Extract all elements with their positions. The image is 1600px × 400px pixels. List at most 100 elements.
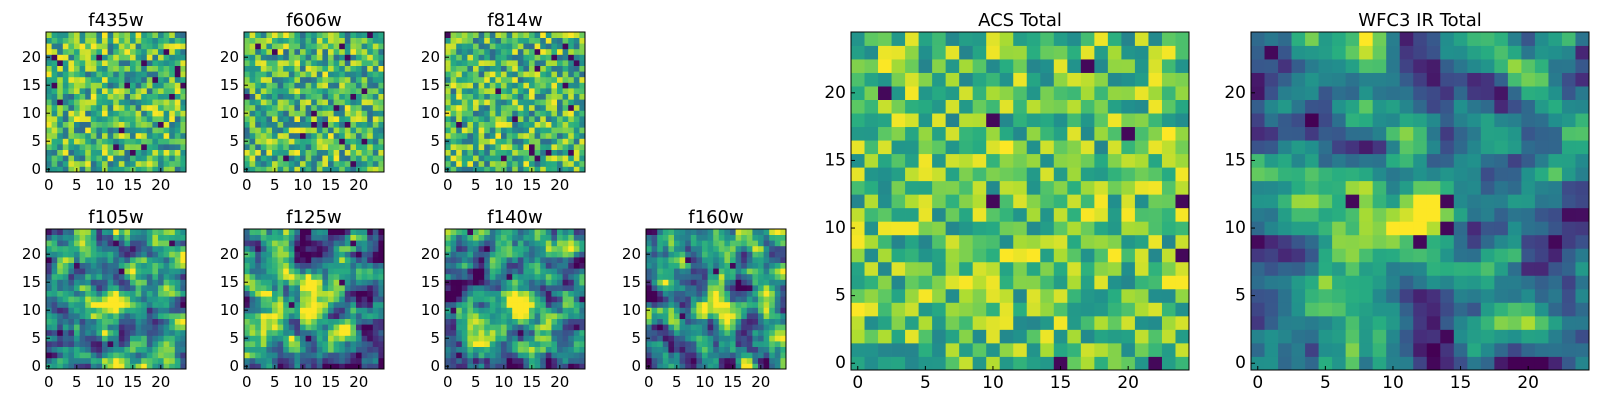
heatmap-cell xyxy=(562,240,569,247)
heatmap-cell xyxy=(484,93,491,100)
heatmap-cell xyxy=(484,155,491,162)
heatmap-cell xyxy=(85,251,92,258)
heatmap-cell xyxy=(311,43,318,50)
heatmap-cell xyxy=(350,229,357,235)
heatmap-cell xyxy=(344,296,351,303)
heatmap-cell xyxy=(158,76,164,83)
heatmap-cell xyxy=(512,301,519,308)
heatmap-cell xyxy=(1161,207,1176,222)
heatmap-cell xyxy=(445,116,451,122)
panel-title: f814w xyxy=(487,10,542,31)
heatmap-cell xyxy=(169,149,176,156)
heatmap-cell xyxy=(501,285,507,291)
heatmap-cell xyxy=(506,110,513,117)
heatmap-cell xyxy=(780,313,787,319)
heatmap-cell xyxy=(68,251,75,258)
x-tick-label: 20 xyxy=(349,373,368,391)
heatmap-cell xyxy=(288,82,295,89)
heatmap-cell xyxy=(461,76,468,83)
heatmap-cell xyxy=(1121,288,1136,303)
heatmap-cell xyxy=(272,116,278,122)
heatmap-cell xyxy=(113,329,120,336)
heatmap-cell xyxy=(135,32,142,38)
heatmap-cell xyxy=(288,149,295,156)
heatmap-cell xyxy=(1067,302,1082,317)
heatmap-cell xyxy=(473,132,479,139)
heatmap-cell xyxy=(735,324,742,331)
heatmap-cell xyxy=(277,363,284,370)
heatmap-cell xyxy=(517,71,524,78)
heatmap-cell xyxy=(90,257,97,263)
heatmap-cell xyxy=(972,288,987,303)
heatmap-cell xyxy=(512,257,519,263)
heatmap-cell xyxy=(158,43,164,50)
heatmap-cell xyxy=(174,329,181,336)
heatmap-cell xyxy=(696,273,703,280)
heatmap-cell xyxy=(568,273,575,280)
heatmap-cell xyxy=(85,273,92,280)
heatmap-cell xyxy=(540,251,547,258)
heatmap-cell xyxy=(851,288,865,303)
heatmap-cell xyxy=(551,104,558,111)
x-tick-label: 15 xyxy=(123,176,142,194)
heatmap-cell xyxy=(679,346,686,353)
heatmap-cell xyxy=(316,313,323,319)
heatmap-cell xyxy=(113,60,120,66)
heatmap-cell xyxy=(579,160,586,167)
heatmap-cell xyxy=(662,318,669,325)
heatmap-cell xyxy=(152,335,159,342)
heatmap-cell xyxy=(85,318,92,325)
heatmap-cell xyxy=(51,324,58,331)
heatmap-cell xyxy=(113,54,120,61)
heatmap-cell xyxy=(758,279,764,286)
heatmap-cell xyxy=(46,296,52,303)
heatmap-cell xyxy=(135,279,142,286)
heatmap-cell xyxy=(277,60,284,66)
heatmap-cell xyxy=(551,273,558,280)
heatmap-cell xyxy=(96,65,103,72)
heatmap-cell xyxy=(718,318,725,325)
heatmap-cell xyxy=(489,65,496,72)
heatmap-cell xyxy=(540,313,547,319)
heatmap-cell xyxy=(46,268,52,275)
heatmap-cell xyxy=(1121,234,1136,249)
y-tick-label: 0 xyxy=(430,160,440,178)
heatmap-cell xyxy=(529,229,535,235)
x-tick-label: 20 xyxy=(751,373,770,391)
heatmap-cell xyxy=(450,262,457,269)
heatmap-cell xyxy=(361,245,368,252)
heatmap-cell xyxy=(562,290,569,297)
heatmap-cell xyxy=(467,155,474,162)
heatmap-cell xyxy=(311,240,318,247)
heatmap-cell xyxy=(568,341,575,347)
heatmap-cell xyxy=(557,155,563,162)
heatmap-cell xyxy=(450,116,457,122)
heatmap-cell xyxy=(999,126,1014,141)
heatmap-cell xyxy=(372,166,379,173)
heatmap-cell xyxy=(322,82,329,89)
heatmap-cell xyxy=(283,335,290,342)
heatmap-cell xyxy=(260,144,267,150)
heatmap-cell xyxy=(579,71,586,78)
heatmap-cell xyxy=(322,138,329,145)
heatmap-cell xyxy=(74,318,80,325)
heatmap-cell xyxy=(551,116,558,122)
heatmap-cell xyxy=(763,229,770,235)
heatmap-cell xyxy=(473,37,479,44)
heatmap-cell xyxy=(57,110,64,117)
heatmap-cells xyxy=(46,32,187,173)
heatmap-cell xyxy=(534,104,541,111)
heatmap-cell xyxy=(534,324,541,331)
heatmap-cell xyxy=(130,357,136,364)
heatmap-cell xyxy=(450,290,457,297)
heatmap-cell xyxy=(107,166,114,173)
heatmap-cell xyxy=(51,48,58,55)
heatmap-cell xyxy=(68,273,75,280)
heatmap-cell xyxy=(450,268,457,275)
heatmap-cell xyxy=(102,301,108,308)
heatmap-cell xyxy=(260,290,267,297)
heatmap-cell xyxy=(90,245,97,252)
heatmap-cell xyxy=(130,318,136,325)
heatmap-cell xyxy=(102,313,108,319)
heatmap-cell xyxy=(478,88,485,94)
